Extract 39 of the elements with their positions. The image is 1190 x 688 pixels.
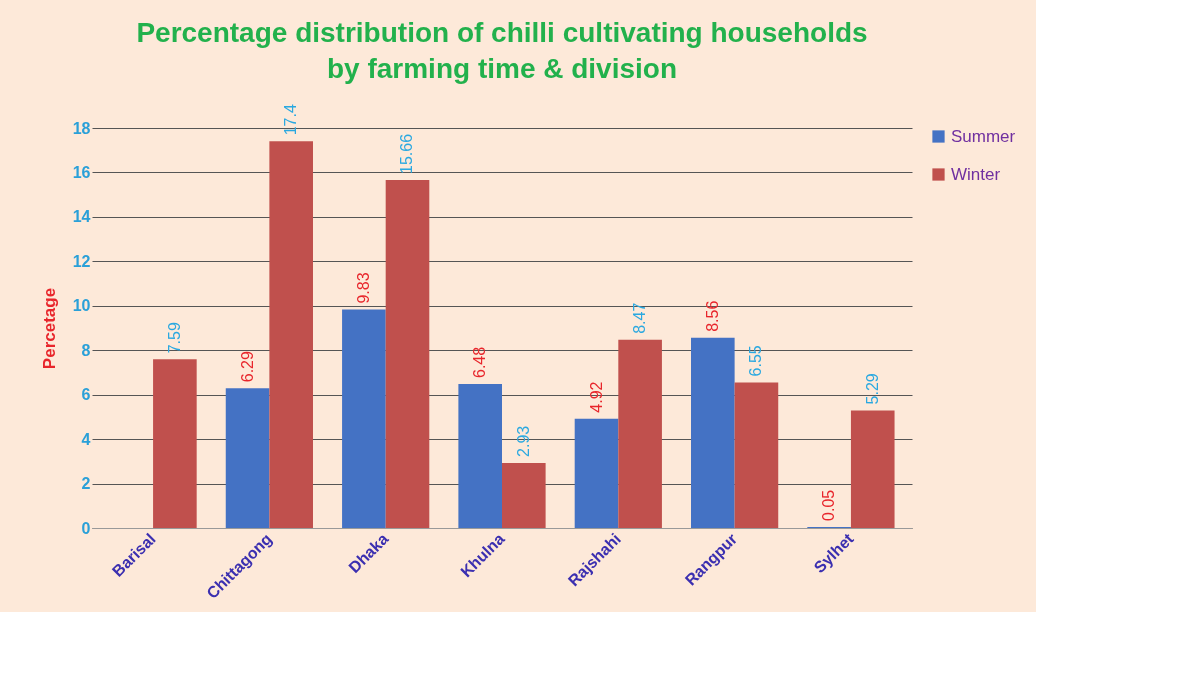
y-tick-label: 18 [72, 119, 91, 137]
legend-label: Summer [951, 126, 1016, 146]
bar [153, 359, 197, 528]
y-tick-label: 14 [72, 208, 91, 226]
data-label: 6.55 [747, 345, 765, 377]
bar [691, 337, 735, 528]
data-label: 6.29 [238, 350, 256, 383]
bar [458, 384, 502, 528]
data-label: 17.4 [282, 104, 300, 136]
bar [574, 418, 619, 528]
y-tick-label: 6 [81, 386, 91, 404]
bar [342, 309, 386, 528]
bar [618, 339, 662, 528]
bar [385, 180, 430, 528]
data-label: 9.83 [354, 272, 372, 304]
y-tick-label: 8 [81, 341, 91, 359]
y-axis-title: Percetage [39, 287, 59, 370]
data-label: 5.29 [863, 373, 881, 405]
y-tick-label: 4 [81, 430, 91, 448]
bar [269, 141, 313, 528]
bar [734, 382, 779, 528]
y-tick-label: 0 [81, 519, 91, 537]
y-tick-label: 16 [72, 163, 91, 181]
bar [502, 462, 546, 528]
data-label: 7.59 [165, 322, 183, 354]
data-label: 8.47 [631, 302, 649, 334]
legend-label: Winter [951, 164, 1001, 184]
y-tick-label: 2 [81, 475, 91, 493]
bar [850, 410, 895, 528]
data-label: 8.56 [703, 300, 721, 332]
data-label: 4.92 [587, 381, 605, 413]
bar [225, 388, 270, 528]
data-label: 6.48 [471, 346, 489, 378]
data-label: 2.93 [514, 425, 532, 457]
y-tick-label: 10 [72, 297, 91, 315]
y-tick-label: 12 [72, 252, 91, 270]
data-label: 0.05 [820, 489, 838, 521]
chart-title: Percentage distribution of chilli cultivating households by farming time & division [136, 17, 868, 85]
data-label: 15.66 [398, 133, 416, 174]
